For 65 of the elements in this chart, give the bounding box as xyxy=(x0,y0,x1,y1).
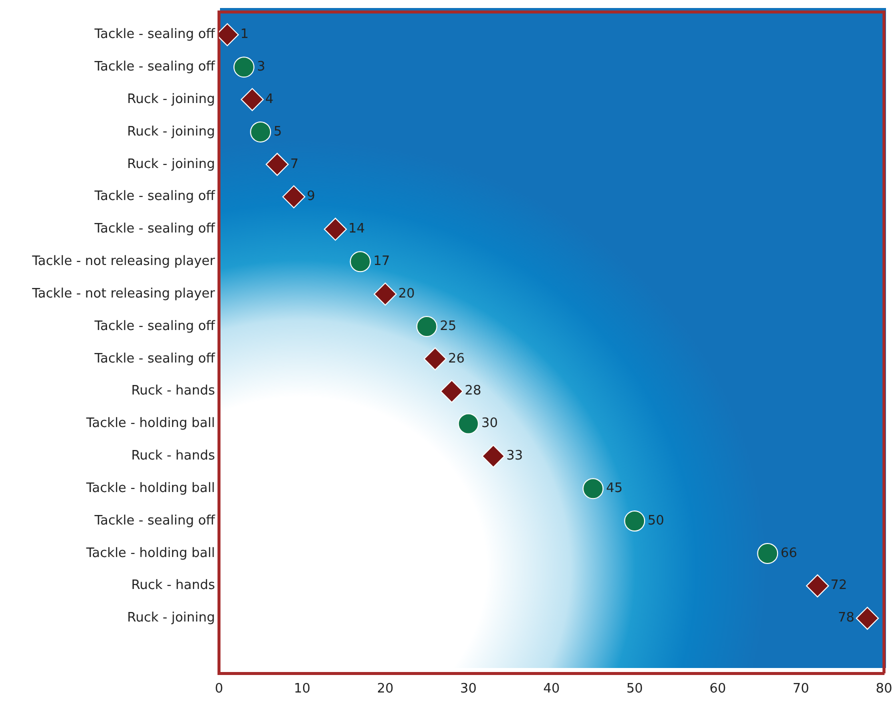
y-tick-label: Ruck - joining xyxy=(127,610,215,626)
data-label: 28 xyxy=(464,384,482,399)
point xyxy=(266,152,289,176)
point xyxy=(250,121,272,142)
y-tick-label: Tackle - not releasing player xyxy=(31,286,216,302)
x-tick-label: 60 xyxy=(709,682,726,697)
data-label: 4 xyxy=(265,92,274,107)
y-tick-label: Tackle - sealing off xyxy=(94,222,216,237)
x-tick-label: 10 xyxy=(294,682,310,697)
point xyxy=(624,510,646,532)
y-tick-label: Ruck - hands xyxy=(131,448,216,464)
point xyxy=(757,542,778,564)
data-label: 72 xyxy=(830,578,848,594)
y-tick-label: Tackle - sealing off xyxy=(94,59,216,74)
data-label: 20 xyxy=(398,286,415,302)
y-tick-label: Ruck - joining xyxy=(127,92,215,107)
y-tick-label: Tackle - holding ball xyxy=(85,416,215,432)
point xyxy=(440,380,464,403)
point xyxy=(350,251,371,272)
y-tick-label: Tackle - sealing off xyxy=(94,513,216,528)
y-tick-label: Ruck - joining xyxy=(127,124,215,140)
data-label: 1 xyxy=(240,27,249,42)
y-tick-label: Ruck - hands xyxy=(131,578,216,594)
y-tick-label: Tackle - sealing off xyxy=(94,351,216,366)
point xyxy=(374,282,397,306)
data-label: 30 xyxy=(481,416,498,432)
point xyxy=(240,88,264,112)
data-label: 5 xyxy=(274,124,282,140)
point xyxy=(424,347,447,370)
x-tick-label: 30 xyxy=(460,682,477,697)
point xyxy=(582,478,604,500)
data-label: 9 xyxy=(306,189,316,204)
point xyxy=(233,56,254,78)
point xyxy=(856,606,879,630)
x-tick-label: 0 xyxy=(214,682,224,697)
x-tick-label: 40 xyxy=(543,682,560,697)
data-label: 17 xyxy=(373,254,390,270)
point xyxy=(282,185,306,208)
y-tick-label: Ruck - hands xyxy=(131,384,216,399)
y-tick-label: Tackle - holding ball xyxy=(85,546,215,561)
point xyxy=(458,413,479,434)
point xyxy=(416,316,438,337)
data-label: 14 xyxy=(348,222,365,237)
y-tick-label: Ruck - joining xyxy=(127,156,215,172)
x-tick-label: 50 xyxy=(626,682,643,697)
data-label: 26 xyxy=(448,351,465,366)
y-tick-label: Tackle - sealing off xyxy=(94,189,216,204)
y-tick-label: Tackle - sealing off xyxy=(94,318,216,334)
data-label: 25 xyxy=(440,318,456,334)
x-tick-label: 70 xyxy=(792,682,810,697)
data-label: 7 xyxy=(290,156,298,172)
x-tick-label: 20 xyxy=(376,682,394,697)
y-tick-label: Tackle - not releasing player xyxy=(31,254,216,270)
point xyxy=(324,218,347,241)
data-label: 33 xyxy=(506,448,523,464)
data-label: 45 xyxy=(606,480,623,496)
data-label: 50 xyxy=(648,513,664,528)
y-tick-label: Tackle - sealing off xyxy=(94,27,216,42)
data-label: 78 xyxy=(838,610,854,626)
point xyxy=(806,574,829,598)
y-tick-label: Tackle - holding ball xyxy=(85,480,215,496)
data-label: 3 xyxy=(256,59,266,74)
data-label: 66 xyxy=(780,546,798,561)
x-tick-label: 80 xyxy=(876,682,892,697)
point xyxy=(482,444,505,468)
